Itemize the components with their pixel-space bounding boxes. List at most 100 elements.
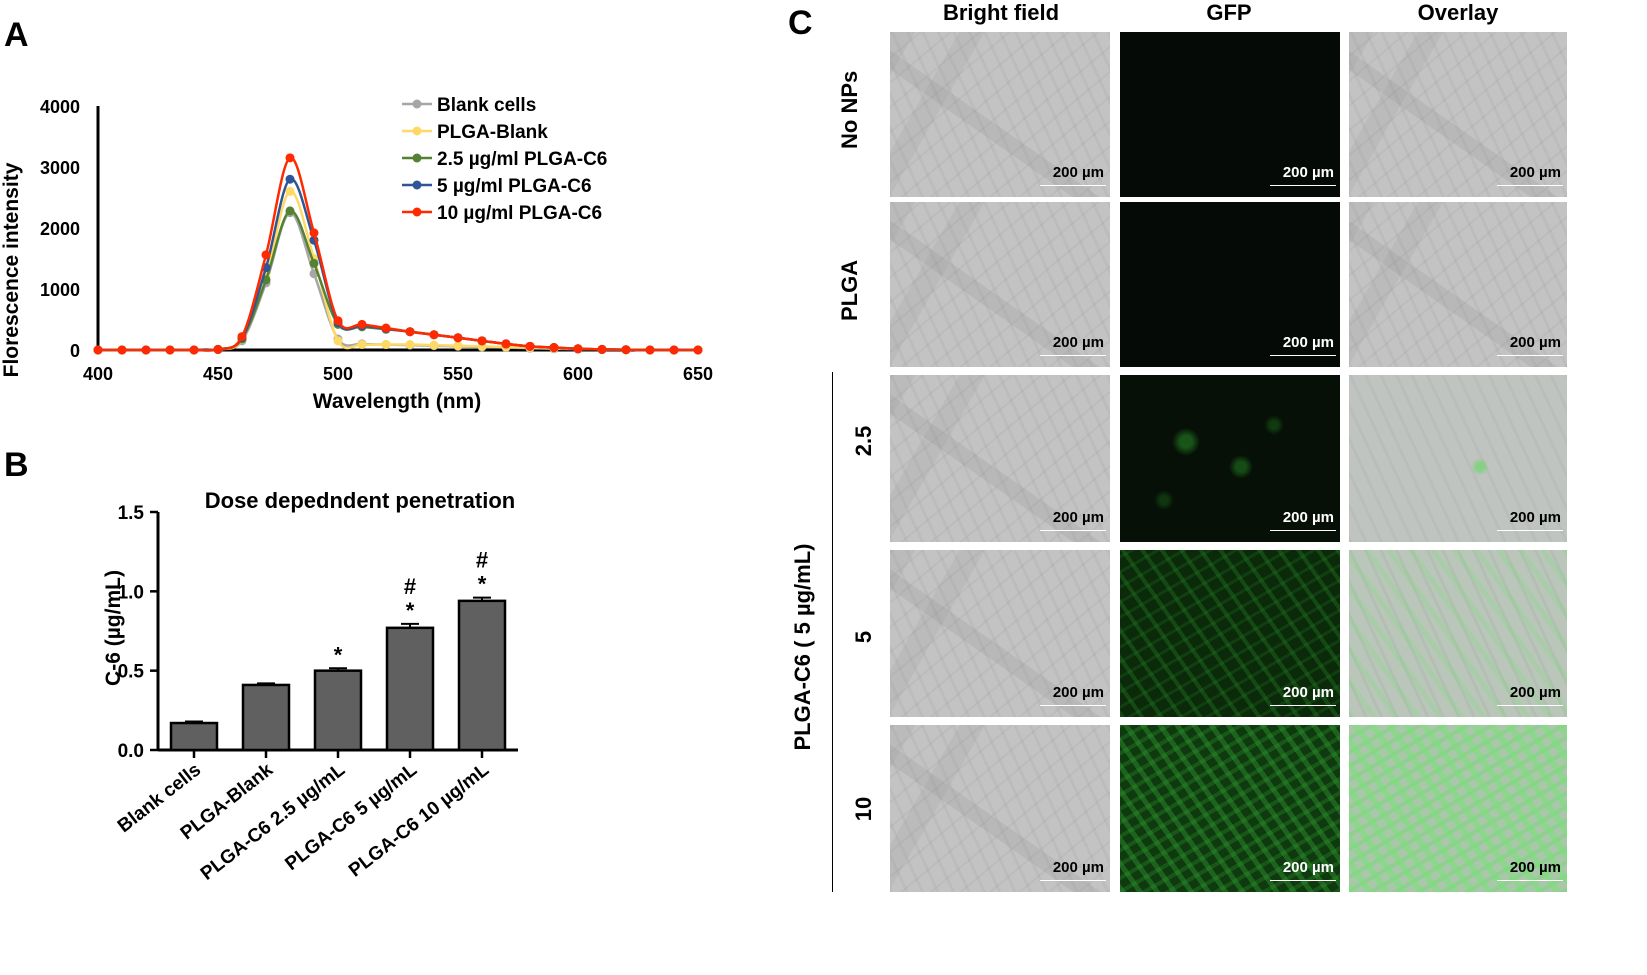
x-tick-label-a: 650 [683,364,713,384]
scale-bar [1040,185,1106,186]
data-point-series-2 [285,186,295,196]
data-point-series-5 [405,327,415,337]
column-header-overlay: Overlay [1417,0,1499,25]
data-point-series-5 [669,345,679,355]
legend-a: Blank cells PLGA-Blank 2.5 µg/ml PLGA-C6 5 … [402,95,607,224]
data-point-series-5 [117,345,127,355]
y-tick-label-a: 0 [70,341,80,361]
y-tick-label-a: 2000 [40,219,80,239]
y-axis-label-a: Florescence intensity [0,162,23,377]
legend-marker-4 [412,180,422,190]
x-tick-label-a: 500 [323,364,353,384]
panel-label-b: B [4,446,29,484]
scale-bar-label: 200 µm [1509,164,1561,181]
scale-bar [1497,705,1563,706]
data-point-series-5 [429,330,439,340]
significance-mark-4: # [404,574,416,599]
data-point-series-5 [141,345,151,355]
scale-bar-label: 200 µm [1052,509,1104,526]
data-point-series-5 [645,345,655,355]
micrograph-plga-bright-field: 200 µm [890,202,1110,367]
y-tick-label-b: 1.5 [118,503,145,524]
data-point-series-4 [285,174,295,184]
scale-bar-label: 200 µm [1052,859,1104,876]
row-label-plga: PLGA [837,259,862,321]
legend-label-2: PLGA-Blank [437,122,548,143]
data-point-series-5 [261,250,271,260]
data-point-series-5 [693,345,703,355]
data-point-series-3 [285,206,295,216]
micrograph-10-bright-field: 200 µm [890,725,1110,892]
scale-bar-label: 200 µm [1282,684,1334,701]
data-point-series-5 [93,345,103,355]
legend-marker-2 [412,126,422,136]
data-point-series-2 [405,340,415,350]
data-point-series-2 [357,340,367,350]
data-point-series-5 [501,339,511,349]
y-axis-label-b: C-6 (µg/mL) [102,570,125,686]
x-tick-label-a: 450 [203,364,233,384]
panel-label-a: A [4,16,29,54]
data-point-series-5 [333,316,343,326]
data-point-series-5 [213,344,223,354]
legend-label-1: Blank cells [437,95,536,116]
data-point-series-5 [573,344,583,354]
data-point-series-2 [429,340,439,350]
chart-title-b: Dose depedndent penetration [205,488,515,513]
data-point-series-5 [453,333,463,343]
data-point-series-5 [165,345,175,355]
legend-label-4: 5 µg/ml PLGA-C6 [437,176,592,197]
micrograph-10-overlay: 200 µm [1349,725,1567,892]
bar-2 [241,683,291,752]
scale-bar [1040,705,1106,706]
axes-a: 400 450 500 550 600 650 0 1000 2000 3000 4000 [40,97,713,384]
fluorescence-spectrum-chart: 400 450 500 550 600 650 0 1000 2000 3000 4000 Blan… [0,95,713,413]
scale-bar [1040,530,1106,531]
micrograph-plga-overlay: 200 µm [1349,202,1567,367]
scale-bar-label: 200 µm [1282,164,1334,181]
scale-bar-label: 200 µm [1509,684,1561,701]
x-tick-label-a: 600 [563,364,593,384]
data-point-series-5 [597,344,607,354]
data-point-series-5 [549,343,559,353]
micrograph-no-nps-gfp: 200 µm [1120,32,1340,197]
x-axis-label-a: Wavelength (nm) [313,390,481,413]
legend-label-5: 10 µg/ml PLGA-C6 [437,203,602,224]
dose-penetration-chart: Dose depedndent penetration 0.0 0.5 1.0 1.5… [102,488,518,885]
row-label-5: 5 [851,630,876,644]
scale-bar-label: 200 µm [1052,334,1104,351]
data-point-series-5 [525,341,535,351]
significance-mark-4: * [406,598,415,623]
data-point-series-5 [285,153,295,163]
micrograph-2-5-bright-field: 200 µm [890,375,1110,542]
legend-label-3: 2.5 µg/ml PLGA-C6 [437,149,607,170]
y-tick-label-a: 1000 [40,280,80,300]
column-header-gfp: GFP [1206,0,1252,25]
legend-marker-5 [412,207,422,217]
scale-bar-label: 200 µm [1282,334,1334,351]
y-tick-label-b: 1.0 [118,582,144,603]
micrograph-no-nps-overlay: 200 µm [1349,32,1567,197]
scale-bar-label: 200 µm [1052,164,1104,181]
data-point-series-5 [237,332,247,342]
bar-3 [313,669,363,752]
micrograph-2-5-gfp: 200 µm [1120,375,1340,542]
bar-4 [385,626,435,752]
data-point-series-2 [453,341,463,351]
significance-mark-3: * [334,642,343,667]
data-point-series-3 [309,258,319,268]
micrograph-no-nps-bright-field: 200 µm [890,32,1110,197]
column-header-bright-field: Bright field [942,0,1060,25]
micrograph-5-bright-field: 200 µm [890,550,1110,717]
data-point-series-5 [621,345,631,355]
category-label-4: PLGA-C6 5 µg/mL [281,759,421,875]
data-point-series-5 [189,345,199,355]
significance-mark-5: * [478,572,487,597]
scale-bar [1270,880,1336,881]
micrograph-plga-gfp: 200 µm [1120,202,1340,367]
bar-1 [169,721,219,752]
scale-bar [1270,705,1336,706]
scale-bar-label: 200 µm [1282,859,1334,876]
bar-5 [457,599,507,752]
